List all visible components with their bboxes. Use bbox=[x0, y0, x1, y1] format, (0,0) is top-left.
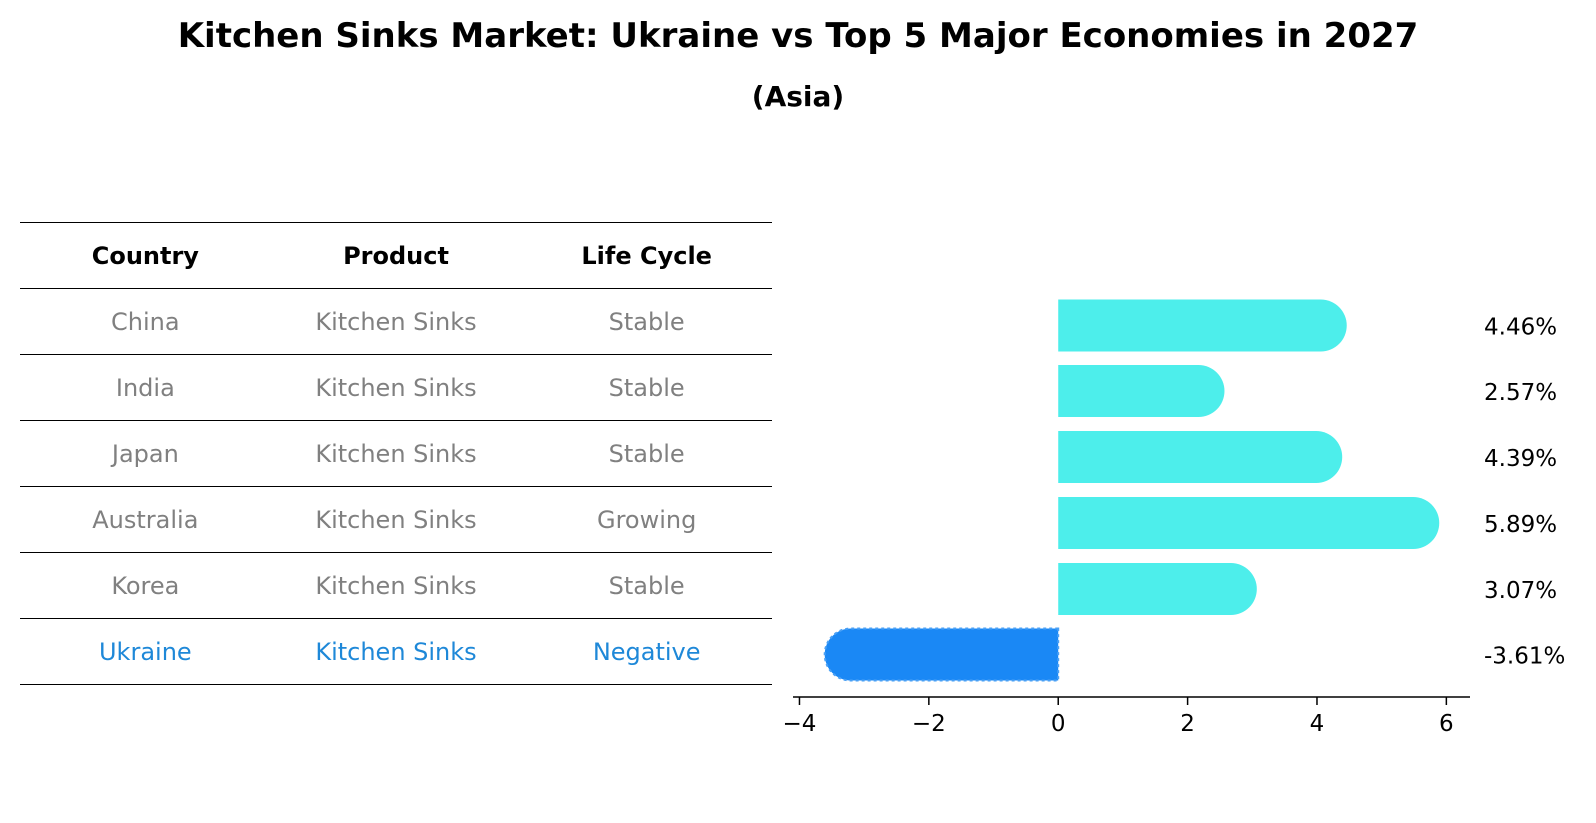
cell-product: Kitchen Sinks bbox=[315, 307, 477, 336]
table-row-highlighted: Ukraine Kitchen Sinks Negative bbox=[20, 618, 772, 685]
cell-product: Kitchen Sinks bbox=[315, 439, 477, 468]
bar-ukraine bbox=[823, 627, 1060, 682]
table-row: China Kitchen Sinks Stable bbox=[20, 288, 772, 354]
value-label-korea: 3.07% bbox=[1484, 578, 1557, 604]
x-tick-label: −4 bbox=[783, 711, 817, 737]
cell-product: Kitchen Sinks bbox=[315, 571, 477, 600]
cell-country: India bbox=[115, 373, 175, 402]
x-tick-label: 2 bbox=[1180, 711, 1195, 737]
cell-life-cycle: Stable bbox=[608, 373, 685, 402]
table-row: Australia Kitchen Sinks Growing bbox=[20, 486, 772, 552]
header-product: Product bbox=[343, 241, 449, 270]
table-row: Korea Kitchen Sinks Stable bbox=[20, 552, 772, 618]
bar-australia bbox=[1058, 497, 1440, 549]
cell-country: Japan bbox=[111, 439, 179, 468]
value-label-india: 2.57% bbox=[1484, 380, 1557, 406]
chart-subtitle: (Asia) bbox=[751, 80, 845, 113]
cell-life-cycle: Stable bbox=[608, 307, 685, 336]
x-tick-label: −2 bbox=[912, 711, 946, 737]
chart-title: Kitchen Sinks Market: Ukraine vs Top 5 M… bbox=[177, 16, 1419, 56]
header-life-cycle: Life Cycle bbox=[581, 241, 712, 270]
value-label-japan: 4.39% bbox=[1484, 446, 1557, 472]
table-row: Japan Kitchen Sinks Stable bbox=[20, 420, 772, 486]
x-tick-label: 0 bbox=[1051, 711, 1066, 737]
bar-china bbox=[1058, 299, 1347, 352]
cell-country: Ukraine bbox=[98, 637, 192, 666]
header-country: Country bbox=[91, 241, 199, 270]
cell-life-cycle: Growing bbox=[596, 505, 697, 534]
x-tick-label: 4 bbox=[1310, 711, 1325, 737]
bar-japan bbox=[1058, 431, 1343, 483]
cell-country: Korea bbox=[111, 571, 180, 600]
value-label-australia: 5.89% bbox=[1484, 512, 1557, 538]
cell-country: China bbox=[111, 307, 180, 336]
cell-life-cycle: Stable bbox=[608, 439, 685, 468]
cell-product: Kitchen Sinks bbox=[315, 637, 477, 666]
cell-life-cycle: Stable bbox=[608, 571, 685, 600]
table-header-row: Country Product Life Cycle bbox=[20, 222, 772, 288]
value-label-ukraine: -3.61% bbox=[1484, 644, 1565, 670]
value-label-china: 4.46% bbox=[1484, 315, 1557, 341]
x-tick-label: 6 bbox=[1439, 711, 1454, 737]
cell-life-cycle: Negative bbox=[592, 637, 701, 666]
cell-product: Kitchen Sinks bbox=[315, 373, 477, 402]
bar-india bbox=[1058, 365, 1225, 417]
table-row: India Kitchen Sinks Stable bbox=[20, 354, 772, 420]
data-table: Country Product Life Cycle China Kitchen… bbox=[20, 222, 772, 685]
cell-country: Australia bbox=[92, 505, 199, 534]
cell-product: Kitchen Sinks bbox=[315, 505, 477, 534]
bar-korea bbox=[1058, 563, 1257, 615]
